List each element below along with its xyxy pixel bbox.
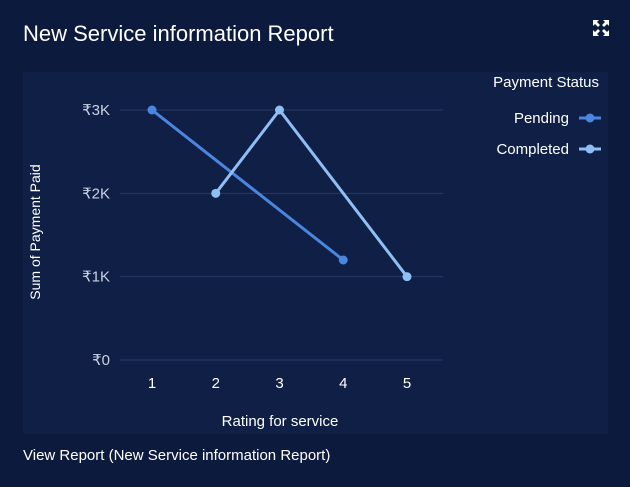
y-tick-label: ₹1K: [82, 269, 110, 286]
legend-label-completed: Completed: [496, 141, 569, 158]
legend-label-pending: Pending: [514, 110, 569, 127]
legend-marker-pending[interactable]: [585, 113, 595, 123]
x-axis-label: Rating for service: [222, 413, 339, 430]
x-tick-label: 5: [403, 375, 411, 392]
x-tick-label: 4: [339, 375, 347, 392]
series-layer: [147, 105, 412, 282]
data-point-pending[interactable]: [338, 255, 348, 265]
series-line-pending: [150, 108, 345, 262]
view-report-link[interactable]: View Report (New Service information Rep…: [23, 447, 331, 464]
data-point-pending[interactable]: [147, 105, 157, 115]
chart-panel: [23, 72, 608, 434]
data-point-completed[interactable]: [275, 105, 284, 115]
expand-icon-graphic: [593, 20, 609, 36]
grid-layer: [120, 109, 443, 361]
x-tick-label: 3: [275, 375, 283, 392]
x-tick-label: 1: [148, 375, 156, 392]
y-tick-label: ₹3K: [82, 102, 110, 119]
y-axis-label: Sum of Payment Paid: [27, 164, 43, 299]
data-point-completed[interactable]: [211, 188, 221, 198]
y-tick-labels: ₹0 ₹1K ₹2K ₹3K: [82, 102, 110, 369]
expand-icon[interactable]: [592, 19, 610, 37]
legend-marker-completed[interactable]: [585, 144, 595, 154]
x-tick-label: 2: [212, 375, 220, 392]
data-point-completed[interactable]: [402, 272, 412, 282]
card-title: New Service information Report: [23, 21, 334, 46]
x-tick-labels: 1 2 3 4 5: [148, 375, 411, 392]
y-tick-label: ₹2K: [82, 185, 110, 202]
legend: Pending Completed: [496, 110, 601, 158]
legend-title: Payment Status: [493, 74, 599, 91]
y-tick-label: ₹0: [92, 352, 110, 369]
